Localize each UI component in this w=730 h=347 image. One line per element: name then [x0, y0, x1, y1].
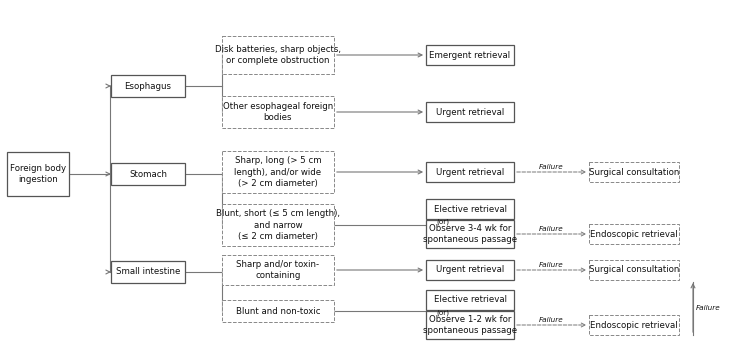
- Text: (or): (or): [437, 309, 450, 316]
- Text: Failure: Failure: [539, 317, 564, 323]
- FancyBboxPatch shape: [426, 45, 514, 65]
- FancyBboxPatch shape: [111, 261, 185, 283]
- Text: Stomach: Stomach: [129, 169, 167, 178]
- FancyBboxPatch shape: [426, 162, 514, 182]
- FancyBboxPatch shape: [222, 36, 334, 74]
- Text: Surgical consultation: Surgical consultation: [589, 265, 679, 274]
- FancyBboxPatch shape: [426, 199, 514, 219]
- FancyBboxPatch shape: [426, 260, 514, 280]
- FancyBboxPatch shape: [222, 204, 334, 246]
- Text: Failure: Failure: [696, 305, 721, 311]
- Text: (or): (or): [437, 218, 450, 225]
- FancyBboxPatch shape: [222, 96, 334, 128]
- Text: Disk batteries, sharp objects,
or complete obstruction: Disk batteries, sharp objects, or comple…: [215, 45, 341, 65]
- Text: Other esophageal foreign
bodies: Other esophageal foreign bodies: [223, 102, 333, 122]
- FancyBboxPatch shape: [222, 300, 334, 322]
- Text: Esophagus: Esophagus: [125, 82, 172, 91]
- Text: Blunt, short (≤ 5 cm length),
and narrow
(≤ 2 cm diameter): Blunt, short (≤ 5 cm length), and narrow…: [216, 209, 340, 240]
- Text: Urgent retrieval: Urgent retrieval: [436, 108, 504, 117]
- Text: Failure: Failure: [539, 262, 564, 268]
- Text: Observe 1-2 wk for
spontaneous passage: Observe 1-2 wk for spontaneous passage: [423, 315, 517, 335]
- FancyBboxPatch shape: [426, 102, 514, 122]
- Text: Urgent retrieval: Urgent retrieval: [436, 168, 504, 177]
- FancyBboxPatch shape: [426, 311, 514, 339]
- Text: Emergent retrieval: Emergent retrieval: [429, 51, 510, 59]
- Text: Urgent retrieval: Urgent retrieval: [436, 265, 504, 274]
- Text: Elective retrieval: Elective retrieval: [434, 204, 507, 213]
- FancyBboxPatch shape: [589, 162, 679, 182]
- FancyBboxPatch shape: [111, 75, 185, 97]
- Text: Endoscopic retrieval: Endoscopic retrieval: [590, 229, 678, 238]
- Text: Observe 3-4 wk for
spontaneous passage: Observe 3-4 wk for spontaneous passage: [423, 224, 517, 244]
- Text: Sharp, long (> 5 cm
length), and/or wide
(> 2 cm diameter): Sharp, long (> 5 cm length), and/or wide…: [234, 156, 321, 188]
- FancyBboxPatch shape: [426, 290, 514, 310]
- Text: Sharp and/or toxin-
containing: Sharp and/or toxin- containing: [237, 260, 320, 280]
- FancyBboxPatch shape: [426, 220, 514, 248]
- FancyBboxPatch shape: [111, 163, 185, 185]
- FancyBboxPatch shape: [589, 315, 679, 335]
- Text: Failure: Failure: [539, 226, 564, 232]
- FancyBboxPatch shape: [222, 151, 334, 193]
- FancyBboxPatch shape: [222, 255, 334, 285]
- Text: Failure: Failure: [539, 164, 564, 170]
- Text: Small intestine: Small intestine: [116, 268, 180, 277]
- Text: Surgical consultation: Surgical consultation: [589, 168, 679, 177]
- Text: Elective retrieval: Elective retrieval: [434, 296, 507, 305]
- FancyBboxPatch shape: [589, 224, 679, 244]
- Text: Blunt and non-toxic: Blunt and non-toxic: [236, 306, 320, 315]
- Text: Endoscopic retrieval: Endoscopic retrieval: [590, 321, 678, 330]
- FancyBboxPatch shape: [589, 260, 679, 280]
- FancyBboxPatch shape: [7, 152, 69, 196]
- Text: Foreign body
ingestion: Foreign body ingestion: [10, 164, 66, 184]
